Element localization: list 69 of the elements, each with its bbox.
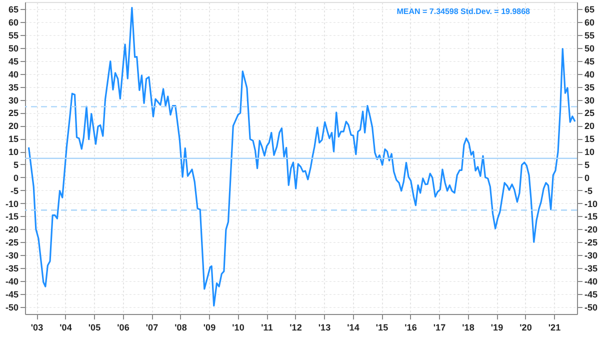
y2-tick-label: -50 [584, 302, 598, 312]
y-tick-label: -50 [5, 302, 18, 312]
y2-tick-label: 20 [584, 121, 595, 132]
x-tick-label: '03 [30, 322, 44, 332]
y2-tick-label: -45 [584, 289, 598, 300]
x-tick-label: '04 [60, 322, 72, 332]
y-tick-label: 25 [8, 108, 18, 118]
y-tick-label: -5 [10, 186, 18, 196]
y-tick-label: -40 [5, 276, 18, 286]
y-tick-label: 45 [8, 56, 18, 66]
x-tick-label: '20 [520, 322, 532, 332]
y-tick-label: 30 [8, 95, 18, 106]
y2-tick-label: 5 [584, 160, 590, 170]
y-tick-label: -20 [5, 224, 18, 235]
y2-tick-label: 55 [584, 30, 595, 41]
x-tick-label: '10 [232, 322, 244, 332]
y2-tick-label: -5 [584, 186, 593, 196]
x-tick-label: '21 [548, 322, 561, 332]
x-tick-label: '14 [347, 322, 360, 332]
annotation: MEAN = 7.34598 Std.Dev. = 19.9868 [396, 7, 531, 16]
y-tick-label: 35 [8, 82, 18, 92]
y-tick-label: -15 [5, 212, 18, 222]
y2-tick-label: 40 [584, 69, 595, 80]
y-tick-label: -45 [5, 289, 18, 300]
y2-tick-label: 15 [584, 134, 595, 144]
y2-tick-label: 60 [584, 18, 595, 28]
y2-tick-label: -40 [584, 276, 598, 286]
y-tick-label: -35 [5, 263, 18, 274]
y2-tick-label: -30 [584, 250, 598, 261]
y-tick-label: 40 [8, 69, 18, 80]
x-tick-label: '17 [433, 322, 446, 332]
y-tick-label: 60 [8, 18, 18, 28]
x-tick-label: '05 [88, 322, 101, 332]
y2-tick-label: 25 [584, 108, 595, 118]
y-tick-label: 15 [8, 134, 18, 144]
x-tick-label: '11 [261, 322, 273, 332]
y2-tick-label: 35 [584, 82, 595, 92]
x-tick-label: '08 [174, 322, 187, 332]
y2-tick-label: -15 [584, 212, 598, 222]
y-tick-label: 65 [8, 4, 18, 15]
y2-tick-label: 45 [584, 56, 595, 66]
x-tick-label: '15 [376, 322, 388, 332]
x-tick-label: '07 [146, 322, 158, 332]
x-tick-label: '16 [404, 322, 417, 332]
y2-tick-label: 50 [584, 44, 595, 54]
y-tick-label: -30 [5, 250, 18, 261]
y2-tick-label: -20 [584, 224, 598, 235]
y2-tick-label: 10 [584, 147, 595, 158]
x-tick-label: '12 [290, 322, 302, 332]
y2-tick-label: -25 [584, 238, 598, 248]
y2-tick-label: -35 [584, 263, 598, 274]
line-series [28, 6, 576, 307]
y-tick-label: 55 [8, 30, 18, 41]
x-tick-label: '18 [462, 322, 474, 332]
y-tick-label: 50 [8, 44, 18, 54]
y2-tick-label: 65 [584, 4, 595, 15]
x-tick-label: '13 [318, 322, 331, 332]
y2-tick-label: 30 [584, 95, 595, 106]
y-tick-label: 10 [8, 147, 18, 158]
x-tick-label: '06 [117, 322, 130, 332]
y2-tick-label: -10 [584, 198, 598, 209]
x-tick-label: '19 [490, 322, 504, 332]
y-tick-label: 0 [13, 172, 18, 183]
y-tick-label: -25 [5, 238, 18, 248]
y2-tick-label: 0 [584, 172, 590, 183]
y-tick-label: 20 [8, 121, 18, 132]
y-tick-label: 5 [13, 160, 18, 170]
x-tick-label: '09 [203, 322, 216, 332]
y-tick-label: -10 [5, 198, 18, 209]
